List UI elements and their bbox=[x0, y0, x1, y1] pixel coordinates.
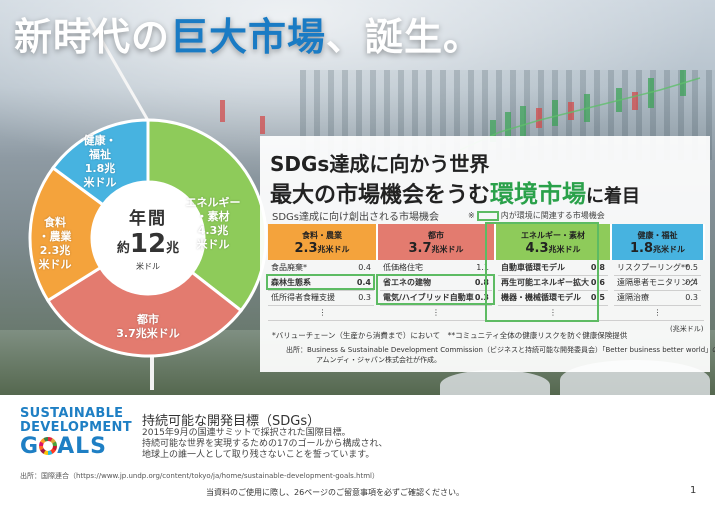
donut-label-health: 健康・ 福祉 1.8兆 米ドル bbox=[83, 134, 117, 189]
sdgs-wheel-icon bbox=[39, 437, 58, 455]
donut-label-city: 都市 3.7兆米ドル bbox=[116, 313, 180, 340]
table-row: 森林生態系 0.4 省エネの建物 0.8 再生可能エネルギー拡大 0.6 遠隔患者モニ… bbox=[268, 275, 704, 291]
table-subtitle: SDGs達成に向け創出される市場機会 bbox=[272, 212, 440, 223]
donut-center-total: 年間 約12兆 米ドル bbox=[116, 209, 180, 271]
environment-highlight-box bbox=[266, 274, 375, 290]
environment-highlight-box bbox=[376, 274, 495, 305]
donut-segment bbox=[146, 118, 268, 313]
donut-segment bbox=[50, 118, 150, 207]
unit-note: (兆米ドル) bbox=[670, 325, 704, 333]
panel-heading-1: SDGs達成に向かう世界 bbox=[270, 152, 490, 176]
panel-heading-2: 最大の市場機会をうむ環境市場に着目 bbox=[270, 180, 641, 208]
market-opportunity-table: 食料・農業 2.3兆米ドル 都市 3.7兆米ドル エネルギー・素材 4.3兆米ドル 健… bbox=[268, 224, 707, 321]
column-header-food: 食料・農業 2.3兆米ドル bbox=[268, 224, 378, 260]
sdgs-description: 2015年9月の国連サミットで採択された国際目標。 持続可能な世界を実現するため… bbox=[142, 428, 388, 460]
green-box-legend-icon bbox=[476, 210, 499, 221]
market-size-donut-chart: エネルギー ・素材 4.3兆 米ドル 都市 3.7兆米ドル 食料 ・農業 2.3兆 米ドル… bbox=[28, 118, 268, 358]
sdgs-title: 持続可能な開発目標（SDGs） bbox=[142, 414, 321, 429]
sdgs-source: 出所：国際連合（https://www.jp.undp.org/content/… bbox=[20, 472, 379, 480]
legend-note: ※ 内が環境に関連する市場機会 bbox=[468, 210, 605, 221]
table-row: 食品廃棄* 0.4 低価格住宅 1.1 自動車循環モデル 0.8 リスクプーリング**… bbox=[268, 260, 704, 276]
page-title: 新時代の巨大市場、誕生。 bbox=[14, 15, 483, 59]
donut-segment bbox=[28, 165, 106, 303]
page-number: 1 bbox=[690, 485, 697, 496]
stock-chart-decoration bbox=[220, 70, 701, 151]
donut-label-food: 食料 ・農業 2.3兆 米ドル bbox=[38, 216, 72, 271]
source-note: 出所：Business & Sustainable Development Co… bbox=[286, 346, 715, 364]
column-header-energy: エネルギー・素材 4.3兆米ドル bbox=[495, 224, 612, 260]
column-header-health: 健康・福祉 1.8兆米ドル bbox=[611, 224, 705, 260]
table-footnote: *バリューチェーン（生産から消費まで）において **コミュニティ全体の健康リスク… bbox=[272, 331, 628, 340]
environment-highlight-box bbox=[485, 222, 599, 322]
sdgs-logo: SUSTAINABLE DEVELOPMENT G ALS bbox=[20, 406, 132, 459]
table-row-ellipsis: ⋮ ⋮ ⋮ ⋮ bbox=[268, 305, 704, 321]
donut-segment bbox=[45, 265, 244, 358]
donut-hole bbox=[93, 183, 203, 293]
column-header-city: 都市 3.7兆米ドル bbox=[377, 224, 496, 260]
disclaimer: 当資料のご使用に際し、26ページのご留意事項を必ずご確認ください。 bbox=[206, 488, 465, 497]
donut-label-energy: エネルギー ・素材 4.3兆 米ドル bbox=[185, 196, 241, 251]
table-row: 低所得者食糧支援 0.3 電気/ハイブリッド自動車 0.3 機器・機械循環モデル 0.… bbox=[268, 290, 704, 306]
